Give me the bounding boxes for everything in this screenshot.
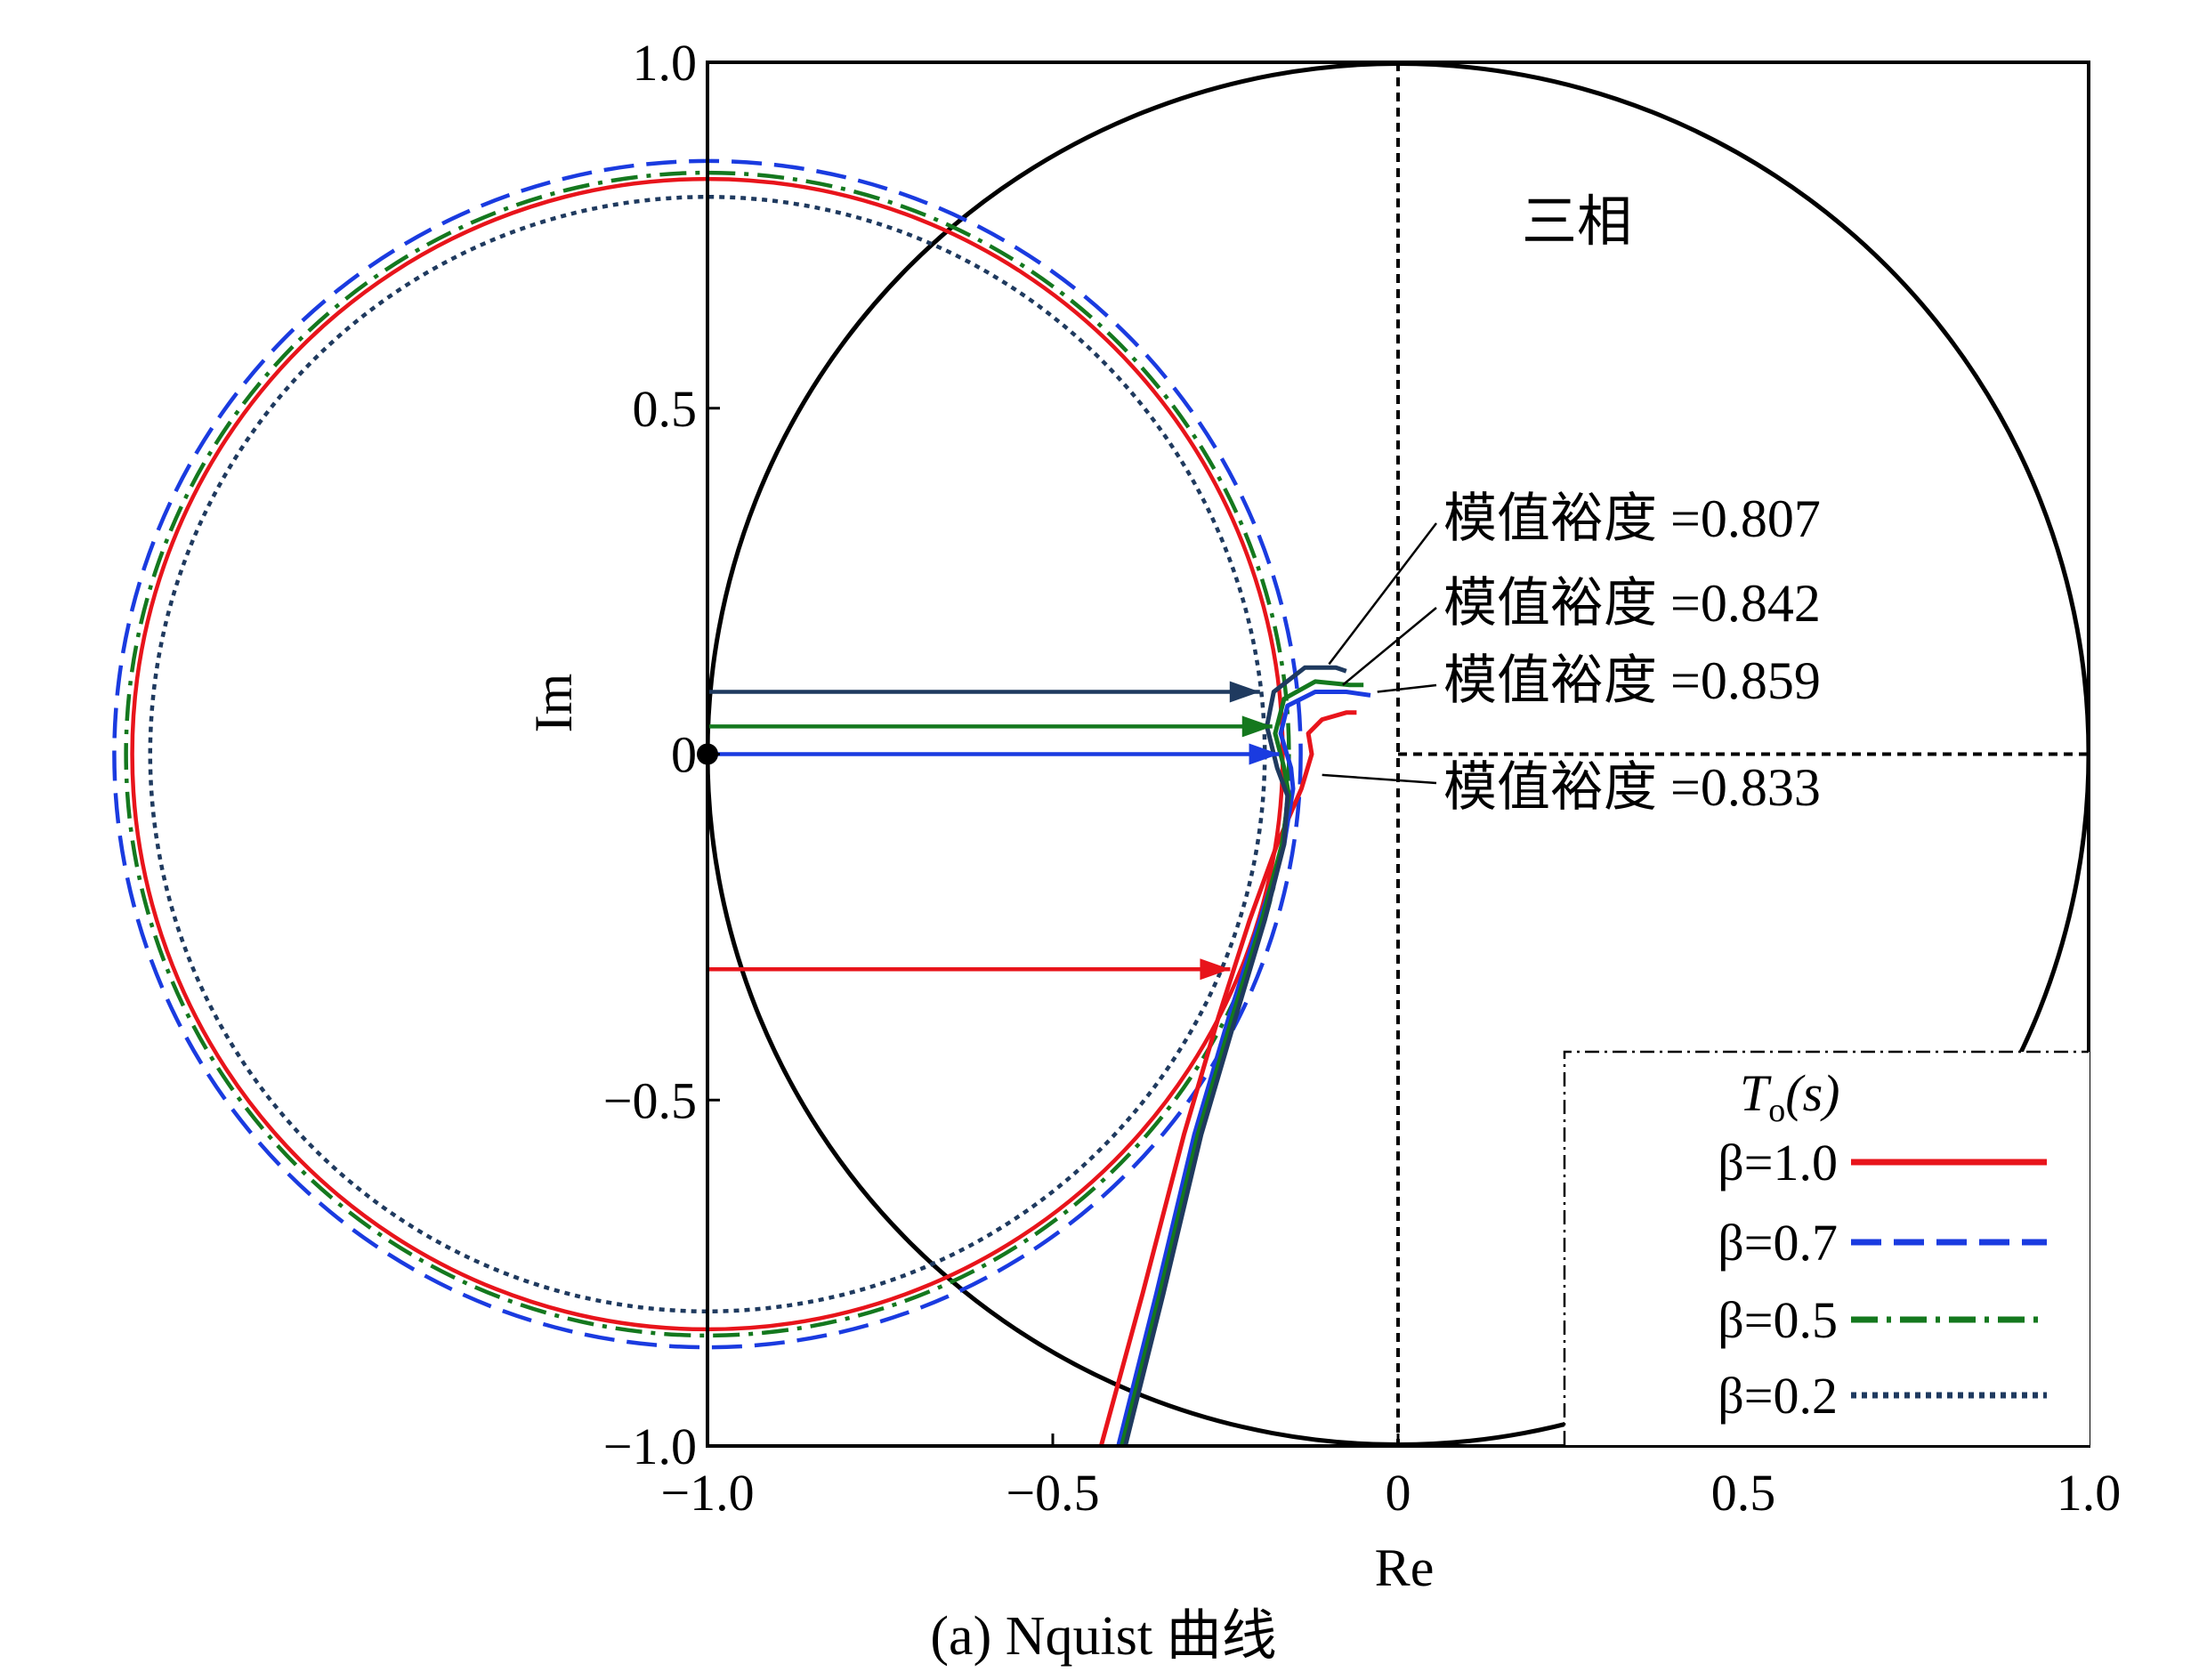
- nyquist-curve-1: [1116, 690, 1371, 1446]
- legend-title: To(s): [1740, 1064, 1839, 1129]
- plot-area: [112, 62, 2089, 1446]
- annotation-leader: [1342, 607, 1437, 686]
- margin-arrowhead-1: [1249, 743, 1280, 765]
- y-tick-label: 0: [671, 726, 697, 784]
- nyquist-curve-2: [1120, 679, 1364, 1446]
- legend: To(s) β=1.0 β=0.7 β=0.5 β=0.2: [1563, 1050, 2090, 1445]
- annotation-leader: [1322, 773, 1437, 785]
- nyquist-curve-0: [1098, 710, 1357, 1446]
- margin-arrowhead-2: [1241, 715, 1273, 738]
- y-tick-label: −0.5: [603, 1071, 697, 1129]
- x-tick-label: −0.5: [1006, 1464, 1099, 1522]
- axis-ticks: −1.0 −0.5 0 0.5 1.0 1.0 0.5 0 −0.5 −1.0: [603, 34, 2121, 1522]
- legend-items: β=1.0 β=0.7 β=0.5 β=0.2: [1718, 1134, 2047, 1425]
- figure-caption: (a) Nquist 曲线: [930, 1606, 1277, 1667]
- annotations: 模值裕度 =0.807 模值裕度 =0.842 模值裕度 =0.859 模值裕度 =0…: [1322, 489, 1821, 817]
- y-tick-label: 1.0: [633, 34, 698, 92]
- legend-border: [1563, 1050, 2089, 1445]
- x-tick-label: 0.5: [1711, 1464, 1776, 1522]
- annotation-leader: [1377, 683, 1437, 693]
- annotation-text: 模值裕度 =0.859: [1443, 651, 1821, 710]
- x-axis-label: Re: [1375, 1539, 1435, 1597]
- nyquist-curve-3: [1123, 665, 1347, 1446]
- margin-arrowhead-3: [1229, 681, 1260, 703]
- y-tick-label: −1.0: [603, 1418, 697, 1475]
- annotation-text: 模值裕度 =0.842: [1443, 574, 1821, 633]
- annotation-text: 模值裕度 =0.807: [1443, 489, 1821, 548]
- legend-label: β=0.5: [1718, 1291, 1838, 1349]
- y-axis-label: Im: [524, 674, 583, 733]
- legend-label: β=0.2: [1718, 1367, 1838, 1425]
- x-tick-label: −1.0: [660, 1464, 754, 1522]
- x-tick-label: 1.0: [2057, 1464, 2122, 1522]
- annotation-text: 模值裕度 =0.833: [1443, 758, 1821, 817]
- legend-label: β=1.0: [1718, 1134, 1838, 1191]
- x-tick-label: 0: [1386, 1464, 1411, 1522]
- legend-background: [1564, 1052, 2090, 1445]
- legend-label: β=0.7: [1718, 1214, 1838, 1272]
- annotation-leader: [1328, 522, 1437, 666]
- margin-arrowhead-0: [1200, 958, 1231, 981]
- region-label: 三相: [1522, 192, 1632, 253]
- y-tick-label: 0.5: [633, 380, 698, 438]
